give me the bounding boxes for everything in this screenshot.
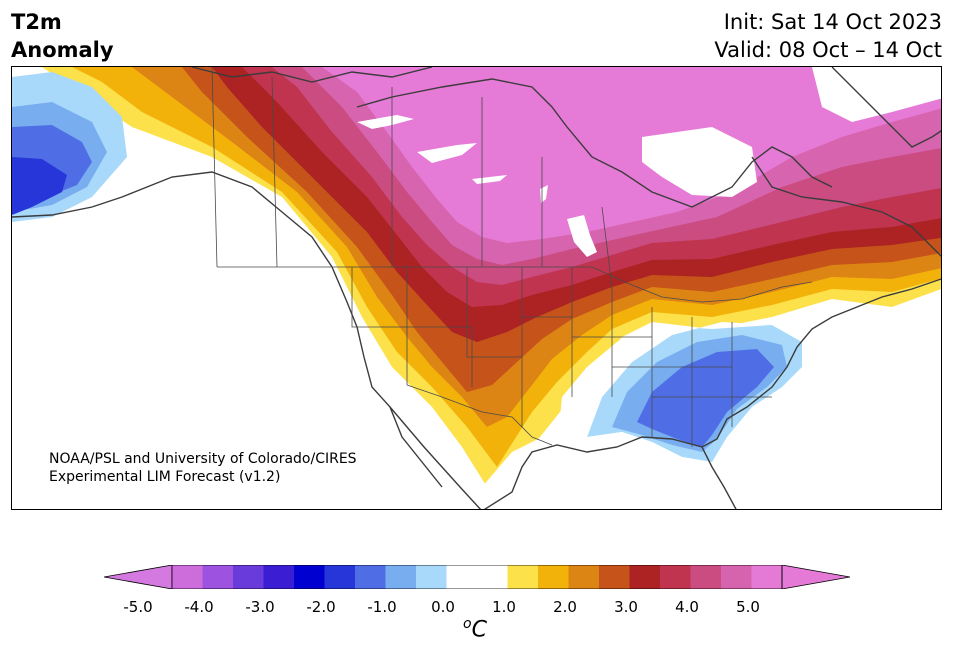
colorbar-cell xyxy=(721,565,752,589)
date-block: Init: Sat 14 Oct 2023 Valid: 08 Oct – 14… xyxy=(714,8,942,64)
colorbar-cell xyxy=(324,565,356,589)
credit-block: NOAA/PSL and University of Colorado/CIRE… xyxy=(49,450,357,486)
colorbar-cells xyxy=(172,565,783,589)
credit-line1: NOAA/PSL and University of Colorado/CIRE… xyxy=(49,451,357,467)
colorbar-outline xyxy=(171,565,783,589)
alaska-cool-2-5 xyxy=(12,157,67,215)
neutral-corridor xyxy=(557,322,852,462)
unit-degree-symbol: o xyxy=(463,616,472,632)
colorbar-tick-label: 2.0 xyxy=(553,598,577,616)
colorbar-tick-label: 5.0 xyxy=(736,598,760,616)
coastline-hudson xyxy=(356,78,833,208)
colorbar xyxy=(104,565,850,589)
colorbar-cell xyxy=(355,565,386,589)
lake-hole-3 xyxy=(472,175,507,184)
coastline-arctic xyxy=(191,67,433,83)
valid-range: Valid: 08 Oct – 14 Oct xyxy=(714,38,942,62)
colorbar-cell xyxy=(599,565,630,589)
colorbar-cell xyxy=(660,565,691,589)
title-block: T2m Anomaly xyxy=(11,8,114,64)
colorbar-tick-label: 1.0 xyxy=(492,598,516,616)
coastline-west xyxy=(12,171,482,509)
colorbar-cell xyxy=(568,565,600,589)
state-lines xyxy=(351,267,772,447)
colorbar-tick-label: 3.0 xyxy=(614,598,638,616)
border-us-mexico xyxy=(406,384,553,446)
colorbar-cell xyxy=(294,565,325,589)
province-lines xyxy=(271,76,613,288)
credit-line2: Experimental LIM Forecast (v1.2) xyxy=(49,469,281,485)
anomaly-5-0-region xyxy=(322,67,941,243)
colorbar-tick-label: 4.0 xyxy=(675,598,699,616)
colorbar-cell xyxy=(446,565,478,589)
colorbar-tick-label: -4.0 xyxy=(184,598,214,616)
lake-hole-2 xyxy=(417,143,477,163)
anomaly-map xyxy=(12,67,941,509)
colorbar-cell xyxy=(263,565,295,589)
coastline-baffin xyxy=(831,67,941,148)
colorbar-cell xyxy=(751,565,783,589)
colorbar-tick-label: -2.0 xyxy=(306,598,336,616)
baffin-neutral xyxy=(812,67,941,122)
colorbar-under-arrow xyxy=(104,565,173,589)
coastline-florida xyxy=(701,278,941,448)
colorbar-tick-label: -5.0 xyxy=(123,598,153,616)
southeast-cool-2-0 xyxy=(637,349,774,447)
colorbar-tick-label: -1.0 xyxy=(367,598,397,616)
colorbar-cell xyxy=(538,565,569,589)
init-date: Init: Sat 14 Oct 2023 xyxy=(723,10,942,34)
colorbar-cell xyxy=(477,565,508,589)
colorbar-cell xyxy=(690,565,722,589)
coastline-labrador xyxy=(751,156,941,257)
coastline-baja xyxy=(389,406,443,488)
colorbar-cell xyxy=(507,565,539,589)
lake-hole-4 xyxy=(567,215,597,257)
colorbar-over-arrow xyxy=(781,565,850,589)
colorbar-tick-label: -3.0 xyxy=(245,598,275,616)
coastline-gulf xyxy=(483,436,737,509)
gulf-neutral xyxy=(463,432,809,509)
map-panel xyxy=(11,66,942,510)
colorbar-cell xyxy=(172,565,203,589)
northeast-neutral xyxy=(642,127,757,197)
colorbar-cell xyxy=(202,565,234,589)
title-anomaly: Anomaly xyxy=(11,38,114,62)
colorbar-cell xyxy=(416,565,447,589)
border-us-canada xyxy=(217,266,813,303)
colorbar-unit: oC xyxy=(463,616,487,642)
title-variable: T2m xyxy=(11,10,62,34)
border-alaska-canada xyxy=(211,67,218,268)
colorbar-cell xyxy=(233,565,264,589)
colorbar-cell xyxy=(629,565,661,589)
colorbar-tick-label: 0.0 xyxy=(431,598,455,616)
lake-hole-1 xyxy=(357,115,414,129)
unit-celsius: C xyxy=(471,617,487,643)
colorbar-cell xyxy=(385,565,417,589)
